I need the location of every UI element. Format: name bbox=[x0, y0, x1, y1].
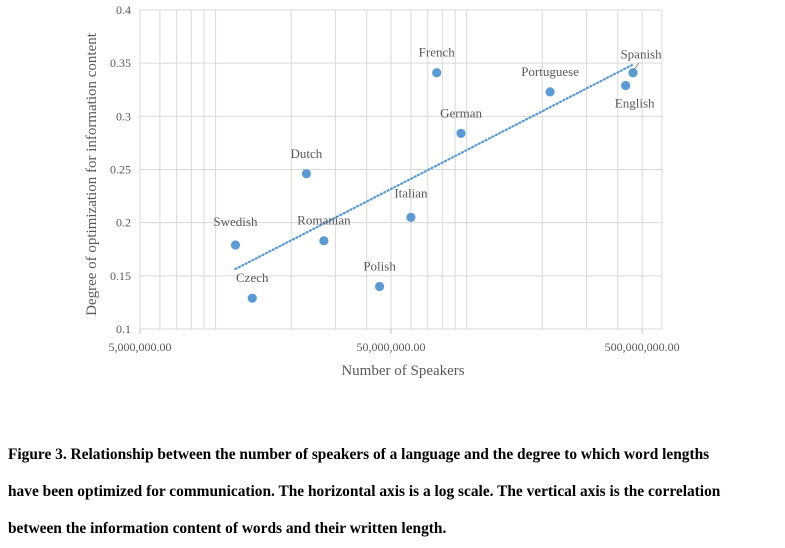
data-label-portuguese: Portuguese bbox=[521, 64, 579, 79]
y-axis-title: Degree of optimization for information c… bbox=[84, 32, 100, 316]
y-tick-label: 0.25 bbox=[110, 163, 131, 177]
x-axis-title: Number of Speakers bbox=[341, 363, 464, 379]
data-points bbox=[230, 68, 638, 303]
data-point-swedish bbox=[230, 240, 241, 250]
gridlines bbox=[139, 9, 663, 334]
scatter-chart: Swedish Czech Dutch Romanian Polish Italian Fr… bbox=[84, 3, 680, 379]
trendline-group bbox=[234, 63, 635, 271]
data-label-czech: Czech bbox=[236, 270, 269, 285]
y-tick-label: 0.2 bbox=[116, 216, 131, 230]
data-label-spanish: Spanish bbox=[620, 47, 662, 62]
data-label-dutch: Dutch bbox=[291, 146, 323, 161]
data-point-czech bbox=[247, 293, 257, 303]
x-tick-label: 500,000,000.00 bbox=[605, 340, 680, 354]
trendline bbox=[234, 63, 635, 271]
y-tick-label: 0.15 bbox=[110, 269, 131, 283]
x-tick-label: 5,000,000.00 bbox=[109, 340, 172, 354]
data-point-german bbox=[456, 128, 466, 138]
y-tick-label: 0.3 bbox=[116, 109, 131, 123]
figure-caption-line-3: between the information content of words… bbox=[8, 520, 447, 537]
data-label-german: German bbox=[440, 105, 482, 120]
data-point-french bbox=[432, 68, 442, 78]
data-point-spanish bbox=[628, 68, 638, 78]
data-point-labels: Swedish Czech Dutch Romanian Polish Italian Fr… bbox=[213, 45, 662, 285]
data-label-italian: Italian bbox=[394, 185, 428, 200]
y-tick-labels: 0.1 0.15 0.2 0.25 0.3 0.35 0.4 bbox=[110, 3, 131, 336]
y-tick-label: 0.4 bbox=[116, 3, 131, 17]
data-label-swedish: Swedish bbox=[213, 214, 258, 229]
data-label-romanian: Romanian bbox=[297, 213, 351, 228]
figure-caption-line-1: Figure 3. Relationship between the numbe… bbox=[8, 446, 710, 463]
data-point-italian bbox=[406, 212, 416, 222]
data-label-polish: Polish bbox=[363, 258, 396, 273]
y-tick-label: 0.1 bbox=[116, 322, 131, 336]
spanish-leader-line bbox=[633, 62, 640, 70]
data-point-romanian bbox=[319, 236, 329, 246]
data-label-french: French bbox=[419, 45, 456, 60]
data-point-english bbox=[621, 80, 631, 91]
y-tick-label: 0.35 bbox=[110, 56, 131, 70]
data-point-dutch bbox=[301, 169, 311, 179]
figure-caption-line-2: have been optimized for communication. T… bbox=[8, 483, 721, 500]
x-tick-labels: 5,000,000.00 50,000,000.00 500,000,000.00 bbox=[109, 340, 680, 354]
data-point-portuguese bbox=[545, 87, 555, 97]
data-point-polish bbox=[374, 281, 385, 292]
x-tick-label: 50,000,000.00 bbox=[357, 340, 426, 354]
data-label-english: English bbox=[615, 95, 655, 110]
